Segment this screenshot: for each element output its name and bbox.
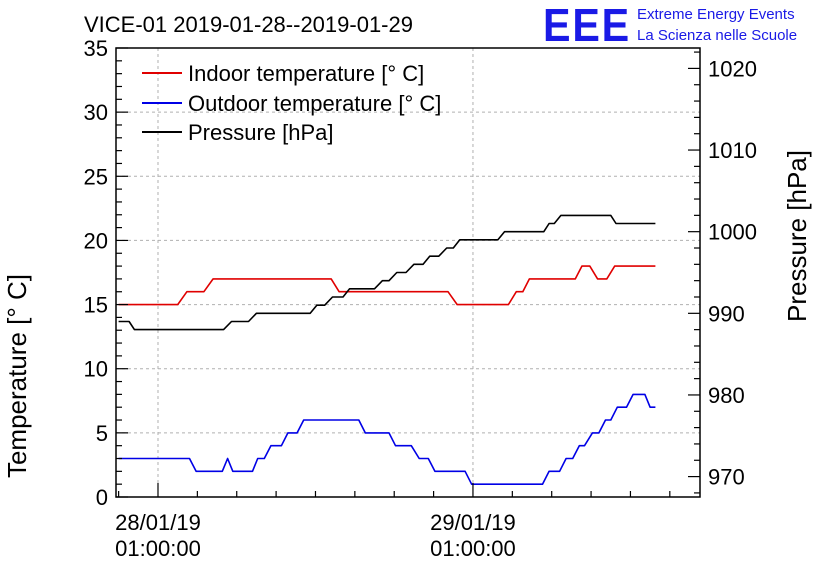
y-tick-label: 25	[84, 164, 108, 189]
eee-logo: EEE Extreme Energy Events La Scienza nel…	[543, 0, 797, 51]
legend-label-indoor: Indoor temperature [° C]	[188, 61, 424, 86]
y-axis-label: Temperature [° C]	[2, 274, 32, 478]
y2-axis-label: Pressure [hPa]	[782, 150, 812, 322]
y2-tick-label: 1000	[708, 220, 757, 245]
legend: Indoor temperature [° C] Outdoor tempera…	[142, 61, 441, 145]
y2-tick-label: 1010	[708, 138, 757, 163]
y-tick-label: 10	[84, 357, 108, 382]
eee-logo-mark: EEE	[543, 0, 631, 51]
grid	[116, 48, 700, 497]
y-tick-label: 15	[84, 293, 108, 318]
y-tick-label: 0	[96, 485, 108, 510]
series-layer	[118, 214, 656, 486]
series-outdoor-temperature	[118, 393, 656, 486]
x-tick-label-time: 01:00:00	[115, 536, 201, 561]
legend-label-outdoor: Outdoor temperature [° C]	[188, 91, 441, 116]
y-tick-label: 20	[84, 228, 108, 253]
y2-tick-label: 970	[708, 465, 745, 490]
y-tick-label: 35	[84, 36, 108, 61]
eee-logo-line2: La Scienza nelle Scuole	[637, 27, 797, 44]
x-tick-label-date: 28/01/19	[115, 510, 201, 535]
ticks: 0 5 10 15 20 25 30 35 970 980 990 1000 1010 1020 28/01…	[84, 36, 757, 561]
chart-title: VICE-01 2019-01-28--2019-01-29	[84, 12, 413, 37]
y-tick-label: 5	[96, 421, 108, 446]
y-tick-label: 30	[84, 100, 108, 125]
x-tick-label-date: 29/01/19	[430, 510, 516, 535]
y2-tick-label: 1020	[708, 56, 757, 81]
series-indoor-temperature	[118, 265, 656, 306]
series-pressure	[118, 214, 656, 331]
y2-tick-label: 990	[708, 301, 745, 326]
plot-frame	[115, 47, 701, 498]
y2-tick-label: 980	[708, 383, 745, 408]
legend-label-pressure: Pressure [hPa]	[188, 120, 334, 145]
eee-logo-line1: Extreme Energy Events	[637, 6, 795, 23]
x-tick-label-time: 01:00:00	[430, 536, 516, 561]
